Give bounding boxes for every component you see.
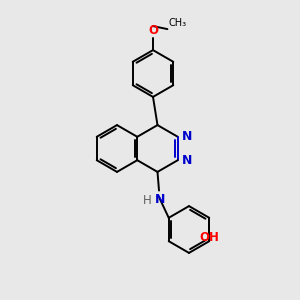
Text: N: N [182,130,192,143]
Text: H: H [143,194,152,207]
Text: OH: OH [200,231,220,244]
Text: N: N [182,154,192,167]
Text: N: N [155,193,165,206]
Text: CH₃: CH₃ [169,18,187,28]
Text: O: O [148,24,158,37]
